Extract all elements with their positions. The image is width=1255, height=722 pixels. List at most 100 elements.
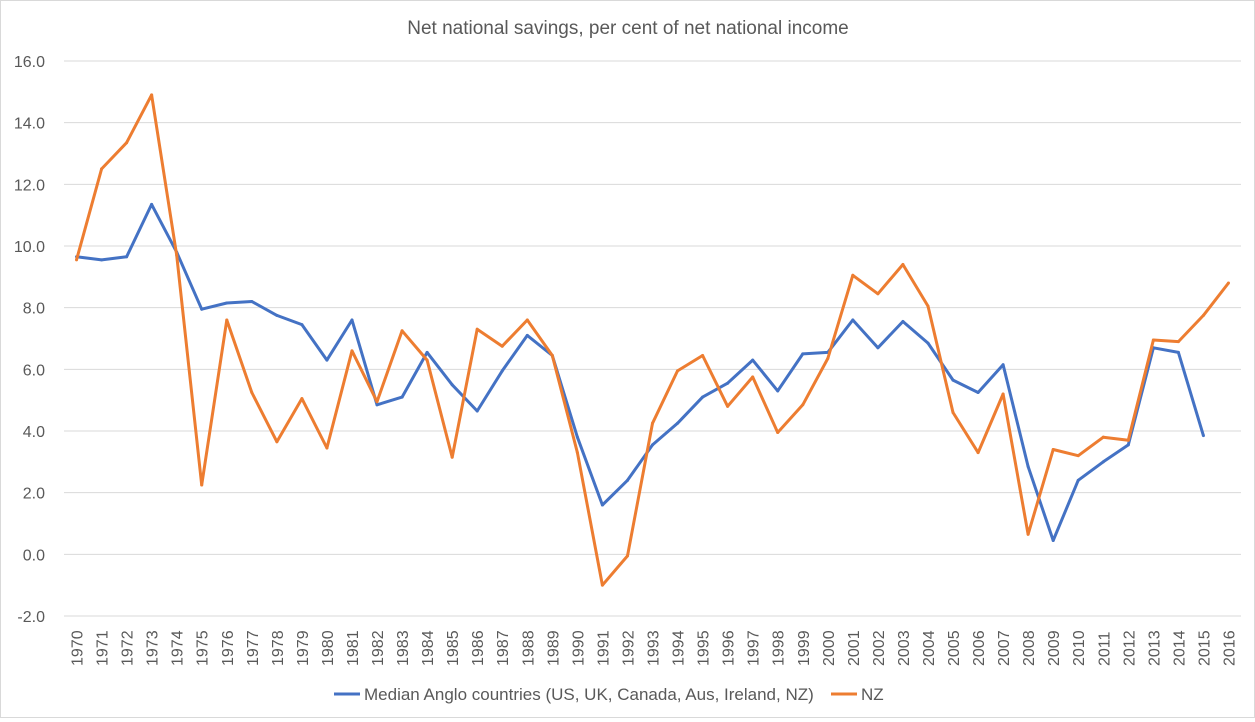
data-point [300,323,304,327]
x-tick-label: 1983 [395,630,412,666]
x-tick-label: 1998 [771,630,788,666]
y-tick-label: 14.0 [14,116,45,133]
data-point [200,483,204,487]
data-point [125,255,129,259]
x-tick-label: 1972 [120,630,137,666]
data-point [600,583,604,587]
data-point [1201,313,1205,317]
x-tick-label: 2016 [1221,630,1238,666]
y-tick-label: 0.0 [23,547,45,564]
data-point [701,395,705,399]
data-point [450,455,454,459]
data-point [1026,464,1030,468]
x-tick-label: 1986 [470,630,487,666]
x-tick-label: 1982 [370,630,387,666]
data-point [901,263,905,266]
y-tick-label: 10.0 [14,239,45,256]
data-point [876,292,880,296]
data-point [275,313,279,317]
data-point [1076,454,1080,458]
data-point [600,503,604,507]
data-point [1176,350,1180,354]
x-tick-label: 1973 [145,630,162,666]
data-point [801,352,805,356]
data-point [751,358,755,362]
data-point [926,304,930,308]
data-point [175,253,179,257]
x-tick-label: 2004 [921,630,938,666]
data-point [525,333,529,337]
data-point [1151,338,1155,342]
x-tick-label: 1977 [245,630,262,666]
data-point [575,435,579,439]
data-point [701,353,705,357]
data-point [1051,538,1055,542]
x-tick-label: 2012 [1121,630,1138,666]
x-tick-label: 1976 [220,630,237,666]
data-point [450,383,454,387]
data-point [625,554,629,558]
x-tick-label: 1987 [495,630,512,666]
x-tick-label: 1996 [721,630,738,666]
data-point [976,451,980,455]
data-point [425,350,429,354]
data-point [1201,434,1205,438]
data-point [225,301,229,305]
x-tick-label: 2000 [821,630,838,666]
data-point [250,390,254,394]
y-tick-label: 4.0 [23,424,45,441]
x-tick-label: 1988 [520,630,537,666]
y-tick-label: 8.0 [23,301,45,318]
data-point [851,318,855,322]
data-point [150,202,154,206]
data-point [776,389,780,393]
data-point [751,375,755,379]
x-tick-label: 2015 [1196,630,1213,666]
x-tick-label: 1999 [796,630,813,666]
x-tick-label: 1990 [570,630,587,666]
data-point [100,258,104,262]
x-tick-label: 2009 [1046,630,1063,666]
x-tick-label: 1992 [620,630,637,666]
data-point [1001,363,1005,367]
x-tick-label: 1989 [545,630,562,666]
x-tick-label: 1981 [345,630,362,666]
y-tick-label: 2.0 [23,486,45,503]
x-tick-label: 1979 [295,630,312,666]
data-point [350,318,354,322]
data-point [851,273,855,277]
data-point [375,403,379,407]
data-point [1076,478,1080,482]
data-point [951,411,955,414]
x-tick-label: 2007 [996,630,1013,666]
x-tick-label: 2003 [896,630,913,666]
x-tick-label: 1971 [95,630,112,666]
y-tick-label: 6.0 [23,362,45,379]
x-tick-label: 1975 [195,630,212,666]
x-tick-label: 2010 [1071,630,1088,666]
data-point [1126,443,1130,447]
data-point [375,400,379,404]
data-point [125,141,129,145]
series-line-nz [75,93,1230,587]
series-line-median-anglo [76,202,1205,542]
x-tick-label: 2005 [946,630,963,666]
x-tick-label: 1978 [270,630,287,666]
data-point [325,358,329,362]
x-tick-label: 1997 [746,630,763,666]
data-point [776,431,780,435]
x-tick-label: 1984 [420,630,437,666]
x-tick-label: 1970 [70,630,87,666]
data-point [1051,448,1055,451]
x-tick-label: 1974 [170,630,187,666]
legend-label: NZ [861,685,884,704]
data-point [651,421,654,425]
x-tick-label: 2013 [1146,630,1163,666]
data-point [651,443,654,447]
data-point [550,353,554,357]
data-point [1001,392,1005,396]
data-point [350,349,354,353]
data-point [200,307,204,311]
data-point [1101,435,1105,439]
